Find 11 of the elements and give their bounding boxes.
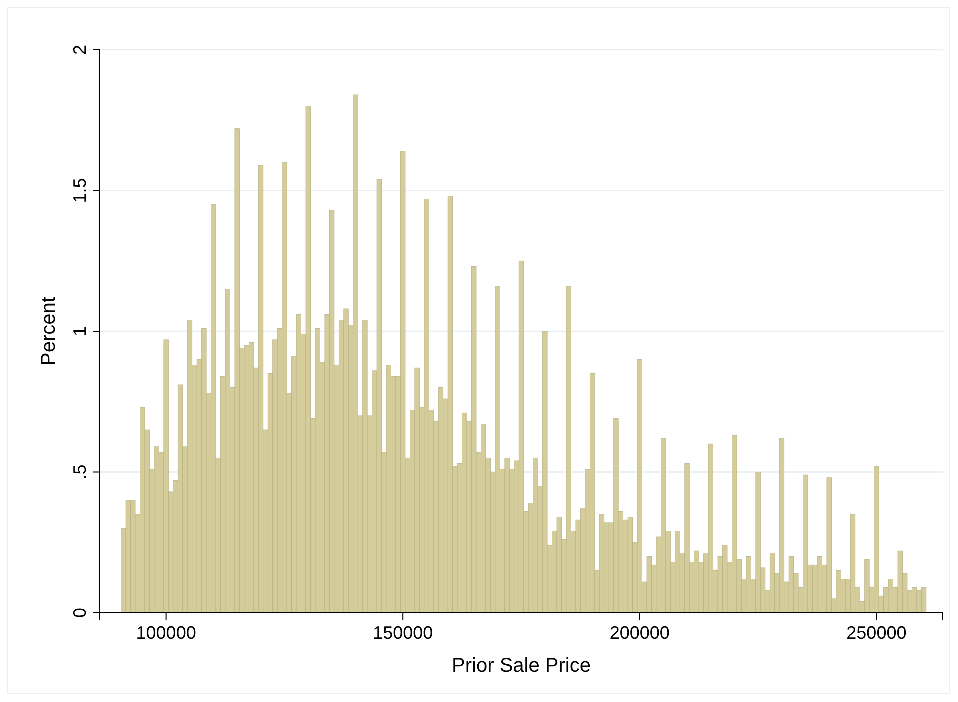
y-tick-label: .5: [70, 464, 90, 480]
y-tick-label: 1.5: [70, 178, 90, 204]
x-axis-title: Prior Sale Price: [452, 655, 591, 677]
y-tick-label: 1: [70, 326, 90, 337]
x-tick-label: 200000: [610, 623, 670, 644]
x-tick-label: 250000: [846, 623, 907, 644]
y-tick-label: 0: [70, 608, 90, 618]
y-tick-label: 2: [70, 44, 90, 56]
x-tick-label: 150000: [373, 623, 434, 644]
x-tick-label: 100000: [136, 623, 196, 644]
y-axis-title: Percent: [38, 296, 60, 366]
